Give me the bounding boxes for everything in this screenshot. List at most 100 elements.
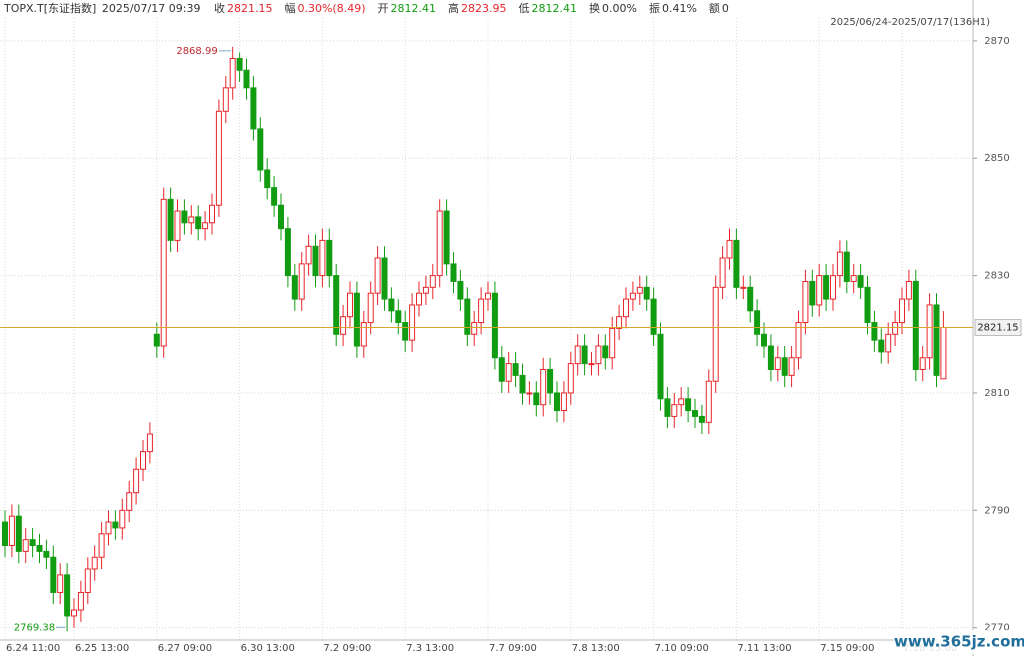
candle-body (388, 298, 395, 312)
candle-body (126, 492, 133, 511)
candle-body (174, 210, 181, 241)
candle-body (698, 415, 705, 423)
header-value: 2812.41 (531, 2, 578, 15)
candle-body (788, 357, 795, 376)
candle-body (167, 198, 174, 241)
candle-body (554, 392, 560, 412)
candle-body (464, 298, 471, 335)
candle-body (91, 556, 98, 570)
candle-body (933, 304, 940, 376)
candle-body (912, 280, 919, 370)
candle-body (188, 216, 195, 224)
candle-body (491, 292, 498, 359)
candle-body (657, 333, 664, 400)
candle-body (899, 298, 905, 324)
candle-body (374, 257, 381, 294)
last-price-label: 2821.15 (977, 323, 1018, 334)
header-item: 振 0.41% (649, 2, 699, 15)
candle-body (15, 515, 22, 552)
candle-body (36, 545, 43, 552)
header-label: 幅 (284, 2, 296, 15)
candle-body (64, 574, 71, 617)
candle-body (105, 521, 112, 535)
candle-body (581, 345, 588, 365)
header-label: 收 (213, 2, 225, 15)
candle-body (878, 339, 885, 353)
candle-body (140, 451, 146, 470)
candle-body (726, 239, 733, 259)
header-label: 额 (708, 2, 720, 15)
datetime: 2025/07/17 09:39 (101, 2, 201, 15)
candle-body (77, 591, 84, 611)
header-value: 0.41% (661, 2, 697, 15)
candle-body (629, 292, 636, 300)
header-value: 2821.15 (226, 2, 273, 15)
candle-body (264, 169, 271, 189)
candle-body (305, 245, 312, 265)
candle-body (567, 363, 574, 394)
candle-body (616, 316, 623, 329)
candle-body (857, 275, 864, 288)
candle-body (71, 609, 77, 617)
candle-body (291, 275, 298, 300)
y-tick-label: 2830 (984, 271, 1009, 282)
header-item: 开 2812.41 (378, 2, 439, 15)
x-tick-label: 6.24 11:00 (6, 643, 60, 654)
candle-body (781, 357, 788, 376)
candle-body (767, 345, 774, 370)
header-value: 0.30%(8.49) (297, 2, 366, 15)
candle-body (153, 333, 160, 347)
candle-body (643, 286, 650, 300)
candle-body (747, 286, 754, 312)
candle-body (271, 187, 278, 206)
x-tick-label: 6.25 13:00 (75, 643, 129, 654)
candle-body (830, 275, 836, 300)
candle-body (471, 322, 478, 335)
candle-body (326, 239, 333, 277)
header-label: 振 (648, 2, 660, 15)
candle-body (243, 69, 250, 89)
candle-body (926, 304, 933, 359)
candle-body (257, 128, 264, 171)
candle-body (919, 357, 926, 370)
x-tick-label: 7.11 13:00 (737, 643, 791, 654)
header-item: 收 2821.15 (214, 2, 275, 15)
candle-body (409, 304, 416, 341)
candle-body (340, 316, 347, 335)
candle-body (498, 357, 505, 382)
candle-body (892, 322, 899, 335)
candle-body (236, 57, 243, 71)
y-tick-label: 2770 (984, 623, 1009, 634)
candle-body (119, 509, 126, 529)
candle-body (671, 404, 678, 417)
y-tick-label: 2870 (984, 36, 1009, 47)
candle-body (843, 251, 850, 282)
candle-body (505, 363, 512, 382)
x-tick-label: 7.3 13:00 (406, 643, 454, 654)
candle-body (885, 333, 892, 353)
candle-body (353, 292, 360, 347)
candle-body (278, 204, 284, 230)
candle-body (836, 251, 843, 277)
symbol: TOPX.T[东证指数] (4, 2, 97, 15)
candle-body (209, 204, 215, 224)
candle-body (43, 550, 50, 558)
candle-body (533, 392, 540, 406)
header-value: 2823.95 (461, 2, 507, 15)
candle-body (436, 210, 443, 277)
candle-body (754, 310, 761, 335)
candle-body (678, 398, 685, 406)
header-item: 高 2823.95 (448, 2, 509, 15)
candle-body (761, 333, 767, 347)
header-label: 低 (518, 2, 530, 15)
candle-body (905, 280, 912, 300)
candle-body (719, 257, 726, 288)
candle-body (367, 292, 374, 324)
candle-body (395, 310, 402, 324)
header-value: 0 (721, 2, 729, 15)
header-item: 幅 0.30%(8.49) (284, 2, 367, 15)
candle-body (416, 292, 422, 306)
candle-body (29, 539, 36, 547)
candle-body (485, 292, 491, 300)
